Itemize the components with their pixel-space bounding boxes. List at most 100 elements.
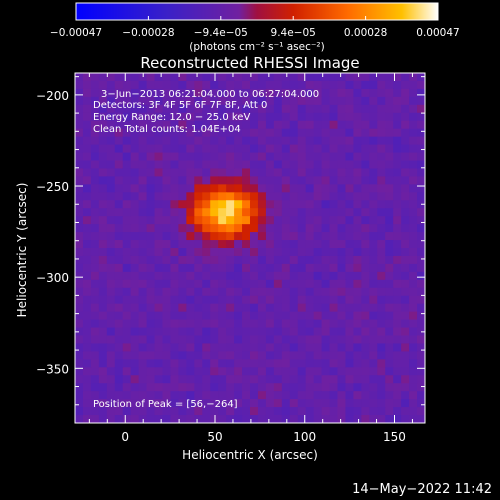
heatmap-cell [186,200,195,209]
heatmap-cell [186,343,195,352]
heatmap-cell [265,200,275,209]
heatmap-cell [146,104,156,114]
heatmap-cell [305,263,315,273]
heatmap-cell [130,271,140,281]
heatmap-cell [154,399,164,408]
heatmap-cell [417,96,425,106]
heatmap-cell [345,359,354,368]
colorbar-tick-label: 0.00047 [416,27,459,39]
heatmap-cell [345,327,354,337]
heatmap-cell [329,391,339,400]
heatmap-cell [305,271,315,281]
heatmap-cell [202,160,211,170]
heatmap-cell [114,232,124,241]
heatmap-cell [218,184,227,193]
heatmap-cell [210,112,219,122]
heatmap-cell [289,351,299,360]
heatmap-cell [130,311,140,321]
heatmap-cell [289,104,299,114]
heatmap-cell [98,216,108,225]
heatmap-cell [361,168,370,177]
heatmap-cell [377,160,386,170]
heatmap-cell [345,128,354,138]
heatmap-cell [321,367,331,376]
heatmap-cell [353,80,362,90]
heatmap-cell [289,303,299,313]
heatmap-cell [281,367,291,376]
heatmap-cell [305,399,315,408]
heatmap-cell [329,128,339,138]
heatmap-cell [162,216,172,225]
heatmap-cell [202,351,211,360]
heatmap-cell [289,192,299,201]
heatmap-cell [305,152,315,162]
heatmap-cell [114,311,124,321]
heatmap-cell [305,168,315,177]
heatmap-cell [409,248,418,257]
heatmap-cell [154,88,164,98]
heatmap-cell [273,351,283,360]
heatmap-cell [305,224,315,233]
heatmap-cell [162,359,172,368]
heatmap-cell [146,88,156,98]
heatmap-cell [170,232,179,241]
heatmap-cell [178,335,187,345]
heatmap-cell [234,240,243,249]
heatmap-cell [337,351,347,360]
heatmap-cell [186,311,195,321]
heatmap-cell [210,168,219,177]
heatmap-cell [90,192,100,201]
heatmap-cell [337,279,347,289]
heatmap-cell [75,224,84,233]
heatmap-cell [353,128,362,138]
heatmap-cell [218,128,227,138]
heatmap-cell [178,184,187,193]
heatmap-cell [154,295,164,305]
heatmap-cell [90,407,100,416]
heatmap-cell [401,343,410,352]
heatmap-cell [265,208,275,217]
heatmap-cell [75,136,84,146]
heatmap-cell [146,168,156,177]
heatmap-cell [178,208,187,217]
heatmap-cell [210,80,219,90]
heatmap-cell [321,240,331,249]
heatmap-cell [361,232,370,241]
heatmap-cell [250,335,259,345]
heatmap-cell [114,287,124,297]
heatmap-cell [90,216,100,225]
heatmap-cell [82,375,92,384]
heatmap-cell [218,255,227,265]
heatmap-cell [321,311,331,321]
heatmap-cell [146,279,156,289]
heatmap-cell [178,104,187,114]
heatmap-cell [265,255,275,265]
heatmap-cell [369,343,378,352]
heatmap-cell [186,271,195,281]
heatmap-cell [146,375,156,384]
heatmap-cell [353,287,362,297]
heatmap-cell [106,160,116,170]
heatmap-cell [106,80,116,90]
heatmap-cell [218,176,227,185]
heatmap-cell [369,271,378,281]
heatmap-cell [257,359,267,368]
heatmap-cell [114,271,124,281]
heatmap-cell [98,303,108,313]
heatmap-cell [417,152,425,162]
colorbar-ticks: −0.00047 −0.00028 −9.4e−05 9.4e−05 0.00028 0.… [50,16,460,39]
heatmap-cell [186,383,195,392]
heatmap-cell [345,88,354,98]
heatmap-cell [289,359,299,368]
heatmap-cell [146,287,156,297]
heatmap-cell [305,112,315,122]
heatmap-cell [385,96,394,106]
heatmap-cell [321,327,331,337]
heatmap-cell [393,327,402,337]
heatmap-cell [401,399,410,408]
heatmap-cell [305,200,315,209]
heatmap-cell [82,279,92,289]
heatmap-cell [273,73,283,82]
heatmap-cell [194,200,203,209]
heatmap-cell [186,335,195,345]
